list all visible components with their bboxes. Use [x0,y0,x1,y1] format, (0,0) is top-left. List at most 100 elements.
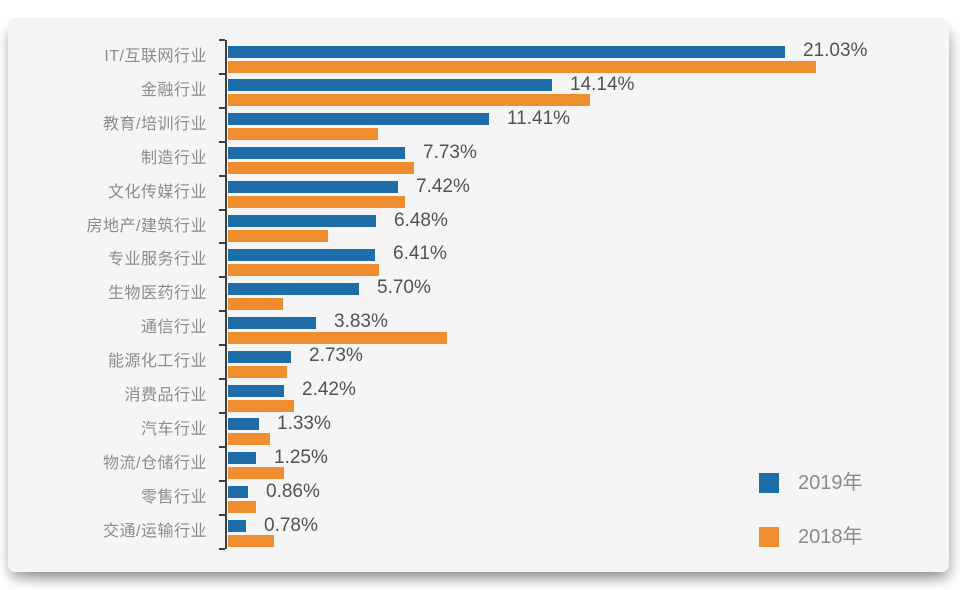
bar-2018 [228,535,274,548]
axis-tick [219,208,225,211]
bar-2019 [228,384,284,397]
value-label: 21.03% [803,40,868,61]
bar-2018 [228,297,283,310]
value-label: 7.42% [416,175,470,197]
bar-2018 [228,94,590,107]
axis-tick [219,310,225,313]
chart-row: 交通/运输行业 0.78% [0,515,960,549]
chart-row: 生物医药行业 5.70% [0,277,960,311]
category-label: 消费品行业 [124,387,207,404]
bar-2019 [228,452,256,465]
category-label: 金融行业 [140,81,207,99]
value-label: 11.41% [507,107,571,129]
value-label: 2.42% [302,379,356,400]
value-label: 7.73% [423,141,477,163]
axis-tick [219,378,225,380]
category-label: 交通/运输行业 [103,522,207,540]
chart-row: 通信行业 3.83% [0,311,960,345]
chart-row: 消费品行业 2.42% [0,379,960,413]
bar-2018 [228,433,270,446]
legend-item-2018: 2018年 [759,526,863,548]
chart-row: 物流/仓储行业 1.25% [0,447,960,481]
category-label: 零售行业 [140,488,207,506]
bar-2019 [228,181,398,194]
category-label: IT/互联网行业 [104,48,207,65]
legend-swatch-2018-icon [759,527,779,547]
category-label: 通信行业 [140,319,207,337]
value-label: 2.73% [309,345,363,367]
value-label: 14.14% [570,73,635,95]
bar-2019 [228,350,291,363]
axis-tick [219,411,225,414]
bar-2018 [228,365,287,378]
axis-tick [219,344,225,347]
value-label: 0.86% [266,480,320,502]
legend-item-2019: 2019年 [759,472,863,494]
value-label: 1.33% [277,412,331,434]
bar-2019 [228,113,489,126]
bar-2018 [228,196,405,209]
chart-row: 文化传媒行业 7.42% [0,176,960,210]
axis-tick [219,445,225,448]
chart-row: 零售行业 0.86% [0,481,960,515]
axis-tick [219,276,225,279]
legend-swatch-2019-icon [759,473,779,493]
bar-2019 [228,316,316,329]
axis-tick [219,513,225,516]
axis-tick [219,39,225,41]
legend-label-2019: 2019年 [798,472,863,494]
category-label: 制造行业 [140,149,207,167]
axis-tick [219,174,225,177]
bar-2018 [228,162,414,175]
chart-row: 教育/培训行业 11.41% [0,108,960,142]
value-label: 0.78% [264,514,318,536]
chart-row: 制造行业 7.73% [0,142,960,176]
category-label: 文化传媒行业 [107,183,207,201]
value-label: 6.41% [393,243,447,265]
category-label: 物流/仓储行业 [103,454,207,472]
chart-card [8,18,949,572]
bar-2019 [228,520,246,533]
bar-2018 [228,60,816,73]
axis-tick [219,72,225,75]
bar-2018 [228,399,294,412]
bar-2019 [228,282,359,295]
chart-row: 金融行业 14.14% [0,74,960,108]
bar-2019 [228,79,552,92]
bar-2018 [228,467,284,480]
bar-2018 [228,128,378,141]
value-label: 6.48% [394,209,448,231]
bar-2018 [228,501,256,514]
category-label: 汽车行业 [140,420,207,438]
chart-row: 能源化工行业 2.73% [0,345,960,379]
value-label: 5.70% [377,277,431,299]
chart-row: 房地产/建筑行业 6.48% [0,210,960,244]
axis-tick [219,547,225,550]
category-label: 专业服务行业 [107,251,207,269]
category-label: 教育/培训行业 [103,115,207,133]
category-axis-line [225,40,227,549]
chart-row: 汽车行业 1.33% [0,413,960,447]
bar-2019 [228,248,375,261]
chart-row: 专业服务行业 6.41% [0,243,960,277]
axis-tick [219,479,225,482]
bar-2019 [228,45,785,58]
axis-tick [219,242,225,245]
axis-tick [219,140,225,143]
category-label: 能源化工行业 [107,353,207,371]
category-label: 生物医药行业 [107,285,207,303]
bar-2018 [228,263,379,276]
chart-row: IT/互联网行业 21.03% [0,40,960,74]
value-label: 3.83% [334,311,388,333]
value-label: 1.25% [274,446,328,468]
axis-tick [219,106,225,109]
legend-label-2018: 2018年 [798,526,863,548]
bar-2019 [228,418,259,431]
bar-2019 [228,486,248,499]
category-label: 房地产/建筑行业 [86,217,207,235]
bar-2019 [228,147,405,160]
bar-2018 [228,230,328,242]
bar-2018 [228,331,447,344]
